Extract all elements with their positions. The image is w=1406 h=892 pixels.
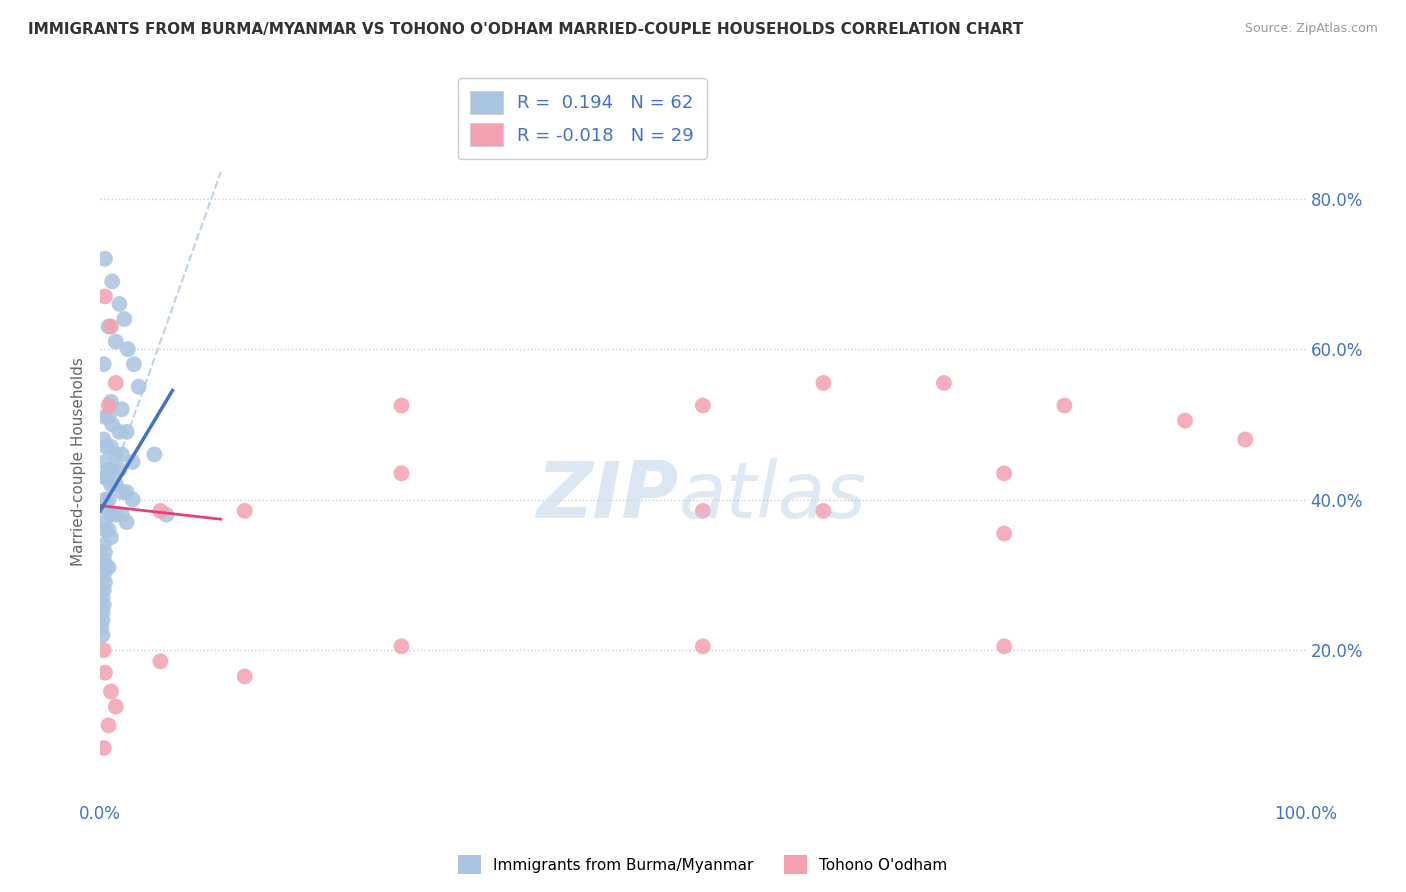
Point: [1234, 433, 1257, 447]
Point: [149, 504, 172, 518]
Point: [93, 515, 115, 529]
Point: [93, 538, 115, 552]
Point: [97, 492, 120, 507]
Point: [101, 417, 124, 432]
Point: [115, 515, 138, 529]
Point: [100, 477, 122, 491]
Point: [108, 425, 131, 439]
Legend: R =  0.194   N = 62, R = -0.018   N = 29: R = 0.194 N = 62, R = -0.018 N = 29: [458, 78, 707, 159]
Point: [91, 606, 114, 620]
Point: [111, 402, 134, 417]
Point: [143, 447, 166, 461]
Point: [97, 399, 120, 413]
Point: [97, 409, 120, 424]
Point: [104, 477, 127, 491]
Point: [93, 357, 115, 371]
Point: [93, 598, 115, 612]
Point: [692, 399, 714, 413]
Point: [101, 274, 124, 288]
Text: ZIP: ZIP: [537, 458, 679, 533]
Point: [97, 319, 120, 334]
Point: [813, 376, 835, 390]
Point: [91, 591, 114, 605]
Point: [90, 621, 112, 635]
Text: atlas: atlas: [679, 458, 866, 533]
Point: [94, 523, 117, 537]
Point: [108, 462, 131, 476]
Point: [100, 394, 122, 409]
Point: [97, 523, 120, 537]
Point: [1053, 399, 1076, 413]
Point: [91, 628, 114, 642]
Point: [115, 425, 138, 439]
Point: [692, 640, 714, 654]
Point: [1174, 414, 1197, 428]
Point: [233, 504, 256, 518]
Text: IMMIGRANTS FROM BURMA/MYANMAR VS TOHONO O'ODHAM MARRIED-COUPLE HOUSEHOLDS CORREL: IMMIGRANTS FROM BURMA/MYANMAR VS TOHONO …: [28, 22, 1024, 37]
Point: [111, 508, 134, 522]
Point: [91, 613, 114, 627]
Point: [94, 289, 117, 303]
Point: [391, 640, 413, 654]
Point: [97, 560, 120, 574]
Point: [93, 582, 115, 597]
Point: [692, 504, 714, 518]
Point: [104, 447, 127, 461]
Point: [94, 665, 117, 680]
Point: [121, 492, 143, 507]
Point: [100, 319, 122, 334]
Point: [233, 669, 256, 683]
Point: [100, 530, 122, 544]
Point: [93, 553, 115, 567]
Text: Source: ZipAtlas.com: Source: ZipAtlas.com: [1244, 22, 1378, 36]
Point: [104, 508, 127, 522]
Point: [97, 718, 120, 732]
Point: [93, 470, 115, 484]
Point: [100, 684, 122, 698]
Point: [112, 312, 135, 326]
Y-axis label: Married-couple Households: Married-couple Households: [72, 358, 86, 566]
Point: [96, 500, 118, 515]
Point: [115, 485, 138, 500]
Point: [96, 440, 118, 454]
Point: [155, 508, 177, 522]
Point: [93, 643, 115, 657]
Point: [94, 409, 117, 424]
Point: [100, 508, 122, 522]
Point: [993, 640, 1015, 654]
Point: [813, 504, 835, 518]
Point: [128, 380, 150, 394]
Point: [94, 252, 117, 266]
Point: [94, 455, 117, 469]
Point: [94, 575, 117, 590]
Point: [149, 654, 172, 668]
Point: [117, 342, 139, 356]
Point: [111, 485, 134, 500]
Point: [94, 545, 117, 559]
Point: [104, 334, 127, 349]
Point: [104, 699, 127, 714]
Point: [97, 462, 120, 476]
Legend: Immigrants from Burma/Myanmar, Tohono O'odham: Immigrants from Burma/Myanmar, Tohono O'…: [453, 849, 953, 880]
Point: [93, 500, 115, 515]
Point: [391, 399, 413, 413]
Point: [122, 357, 145, 371]
Point: [932, 376, 955, 390]
Point: [993, 467, 1015, 481]
Point: [93, 567, 115, 582]
Point: [93, 433, 115, 447]
Point: [993, 526, 1015, 541]
Point: [93, 741, 115, 756]
Point: [96, 470, 118, 484]
Point: [108, 297, 131, 311]
Point: [391, 467, 413, 481]
Point: [121, 455, 143, 469]
Point: [111, 447, 134, 461]
Point: [96, 560, 118, 574]
Point: [101, 462, 124, 476]
Point: [94, 492, 117, 507]
Point: [104, 376, 127, 390]
Point: [100, 440, 122, 454]
